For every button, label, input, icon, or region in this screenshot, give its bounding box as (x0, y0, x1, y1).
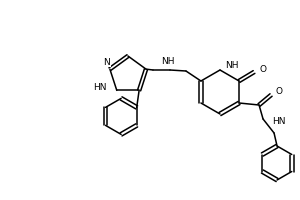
Text: NH: NH (161, 58, 175, 66)
Text: N: N (103, 58, 110, 67)
Text: O: O (275, 88, 282, 97)
Text: HN: HN (272, 116, 286, 126)
Text: NH: NH (225, 62, 238, 71)
Text: HN: HN (93, 83, 107, 92)
Text: O: O (259, 66, 266, 74)
